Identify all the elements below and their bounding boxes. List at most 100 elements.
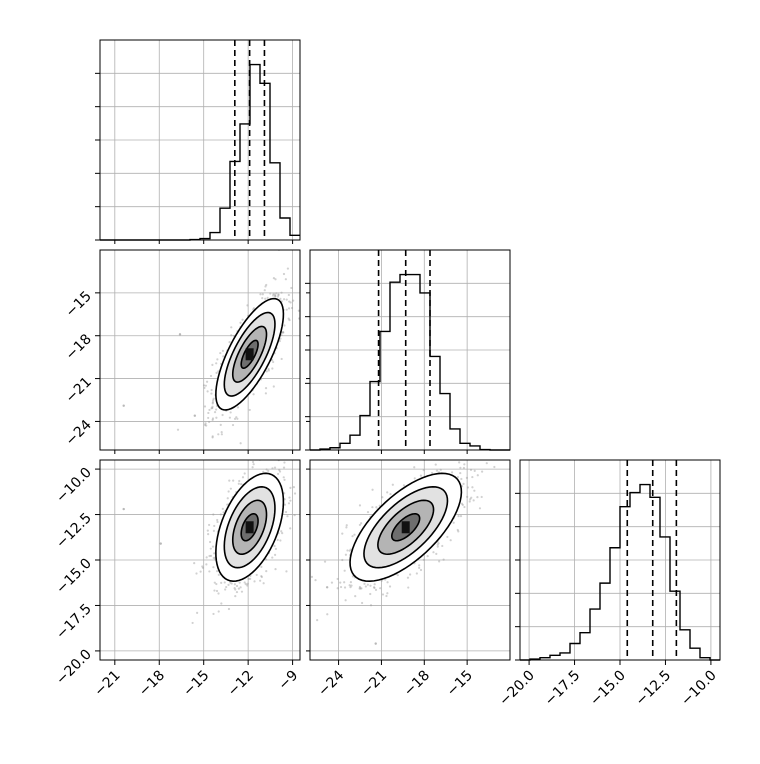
- scatter-point: [293, 492, 297, 495]
- scatter-point: [470, 496, 473, 499]
- scatter-point: [413, 477, 416, 480]
- scatter-point: [227, 583, 230, 586]
- scatter-point: [255, 573, 258, 577]
- scatter-point: [465, 476, 469, 479]
- scatter-point: [274, 568, 277, 571]
- scatter-point: [349, 586, 352, 589]
- scatter-point: [287, 307, 291, 310]
- scatter-point: [247, 577, 250, 580]
- scatter-point: [446, 535, 449, 539]
- scatter-point: [211, 545, 215, 548]
- scatter-point: [358, 504, 362, 507]
- scatter-point: [244, 583, 247, 586]
- scatter-point: [207, 416, 210, 420]
- scatter-point: [290, 306, 294, 310]
- scatter-point: [436, 545, 439, 548]
- scatter-point: [426, 555, 429, 558]
- scatter-point: [285, 308, 288, 311]
- scatter-point: [267, 469, 270, 472]
- scatter-point: [251, 460, 255, 464]
- scatter-point: [289, 301, 292, 304]
- scatter-point: [241, 476, 245, 479]
- scatter-point: [201, 566, 205, 569]
- scatter-point: [261, 297, 264, 300]
- scatter-point: [457, 530, 460, 533]
- scatter-point: [272, 277, 275, 280]
- x-tick-label-p1: −18: [401, 668, 433, 700]
- scatter-point: [350, 584, 353, 587]
- scatter-point: [220, 430, 223, 434]
- scatter-point: [209, 540, 212, 544]
- scatter-point: [466, 495, 469, 498]
- scatter-point: [203, 405, 207, 408]
- scatter-point: [217, 592, 220, 595]
- scatter-point: [476, 456, 478, 458]
- x-tick-label-p0: −18: [136, 668, 168, 700]
- scatter-point: [215, 371, 218, 374]
- scatter-point: [278, 468, 281, 471]
- scatter-point: [460, 502, 464, 505]
- scatter-point: [288, 496, 291, 499]
- scatter-point: [220, 433, 223, 436]
- scatter-point: [283, 461, 286, 464]
- scatter-point: [359, 587, 362, 590]
- scatter-point: [277, 293, 280, 296]
- scatter-point: [219, 351, 222, 355]
- scatter-point: [443, 439, 445, 441]
- x-tick-label-p1: −24: [315, 667, 347, 699]
- scatter-point: [211, 401, 214, 404]
- scatter-point: [460, 477, 463, 481]
- scatter-point: [263, 289, 266, 292]
- x-tick-label-p0: −12: [225, 668, 257, 700]
- scatter-point-outlier: [193, 414, 197, 417]
- scatter-point: [205, 380, 209, 383]
- scatter-point: [224, 588, 227, 591]
- scatter-point: [366, 583, 369, 586]
- scatter-point: [409, 573, 412, 576]
- scatter-point-outlier: [325, 586, 329, 589]
- scatter-point: [273, 293, 276, 296]
- scatter-point: [227, 490, 230, 493]
- scatter-point: [289, 527, 292, 530]
- scatter-point: [459, 466, 462, 469]
- x-tick-label-p2: −15.0: [587, 668, 629, 710]
- scatter-point: [425, 454, 427, 456]
- scatter-point: [436, 543, 439, 546]
- scatter-point: [369, 584, 372, 587]
- scatter-point: [344, 599, 347, 602]
- scatter-point: [374, 588, 378, 591]
- scatter-point: [208, 554, 211, 558]
- scatter-point: [472, 499, 475, 502]
- hist-step-p2: [520, 483, 720, 661]
- scatter-point: [432, 551, 435, 554]
- scatter-point: [206, 390, 209, 393]
- scatter-point: [463, 463, 466, 466]
- scatter-point: [176, 428, 180, 431]
- scatter-point: [246, 584, 249, 587]
- scatter-content: [122, 250, 304, 445]
- x-tick-label-p2: −10.0: [678, 668, 720, 710]
- scatter-point: [276, 472, 280, 476]
- scatter-point: [373, 583, 376, 586]
- scatter-point: [271, 467, 274, 470]
- scatter-point: [293, 514, 296, 517]
- hist-step-p1: [310, 273, 510, 451]
- scatter-point: [248, 408, 251, 412]
- scatter-point: [252, 393, 255, 396]
- scatter-point: [302, 263, 304, 265]
- x-tick-label-p2: −17.5: [542, 668, 584, 710]
- scatter-point: [282, 272, 286, 276]
- scatter-point: [276, 295, 280, 298]
- scatter-point: [457, 515, 460, 518]
- scatter-point: [225, 585, 228, 589]
- scatter-point: [275, 292, 278, 295]
- scatter-point: [267, 369, 270, 372]
- scatter-point: [249, 577, 252, 581]
- scatter-point: [231, 423, 235, 427]
- scatter-panel-p0-p1: [99, 249, 304, 451]
- scatter-point: [202, 384, 206, 387]
- scatter-point: [415, 572, 418, 575]
- scatter-point: [215, 408, 218, 411]
- scatter-point: [284, 278, 287, 281]
- scatter-point: [260, 574, 263, 578]
